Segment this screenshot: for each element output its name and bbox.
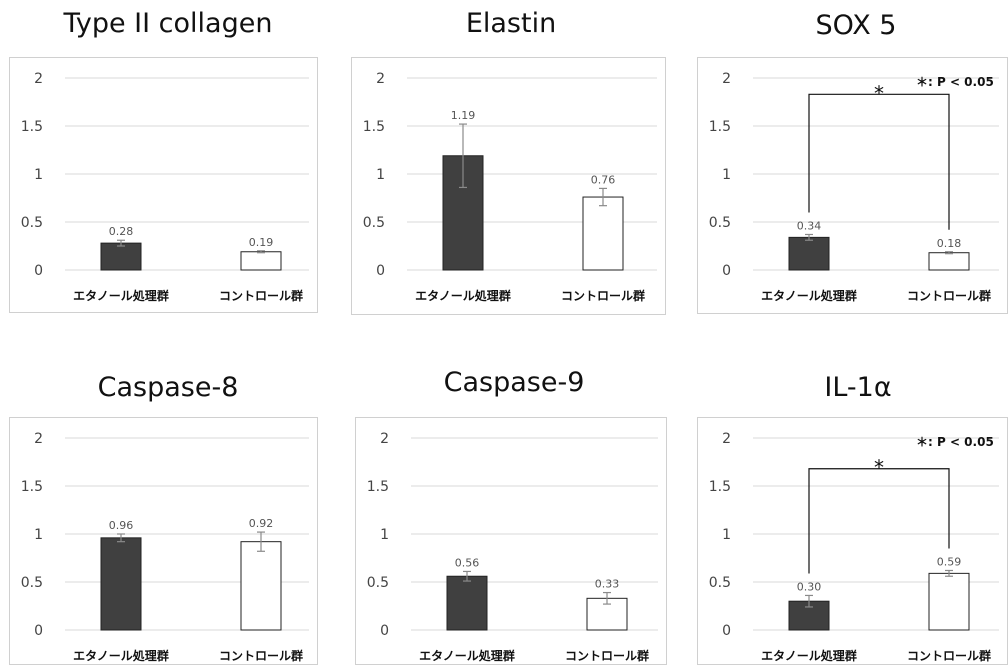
y-tick-label: 0.5: [363, 215, 385, 231]
y-tick-label: 2: [722, 431, 731, 447]
data-label: 0.19: [249, 236, 274, 249]
bar: [240, 541, 282, 631]
data-label: 0.34: [797, 219, 822, 232]
data-label: 0.56: [455, 556, 480, 569]
y-tick-label: 1: [376, 167, 385, 183]
chart-svg: 0 0.5 1 1.5 2 0.96 エタノール処理群 0.92 コントロール群: [21, 431, 309, 663]
y-tick-label: 1.5: [363, 119, 385, 135]
significance-legend: ＊: P < 0.05: [916, 435, 994, 449]
category-label: コントロール群: [219, 288, 303, 303]
bar: [582, 196, 624, 271]
category-label: コントロール群: [907, 288, 991, 303]
category-label: エタノール処理群: [73, 288, 169, 303]
chart-panel-caspase-9: 0 0.5 1 1.5 2 0.56 エタノール処理群 0.33 コントロール群: [355, 417, 667, 665]
category-label: コントロール群: [907, 648, 991, 663]
chart-svg: 0 0.5 1 1.5 2 0.28 エタノール処理群 0.19 コントロール群: [21, 71, 309, 303]
y-tick-label: 1: [34, 167, 43, 183]
category-label: コントロール群: [561, 288, 645, 303]
chart-svg: 0 0.5 1 1.5 2 0.56 エタノール処理群 0.33 コントロール群: [367, 431, 658, 663]
data-label: 0.92: [249, 517, 274, 530]
y-tick-label: 2: [34, 71, 43, 87]
chart-svg: 0 0.5 1 1.5 2 1.19 エタノール処理群 0.76 コントロール群: [363, 71, 657, 303]
bar: [928, 572, 970, 631]
category-label: エタノール処理群: [415, 288, 511, 303]
bar: [928, 252, 970, 271]
data-label: 0.59: [937, 555, 962, 568]
y-tick-label: 2: [376, 71, 385, 87]
chart-svg: 0 0.5 1 1.5 2 0.30 エタノール処理群 0.59 コントロール群 * ＊: P < …: [709, 431, 999, 663]
y-tick-label: 0: [376, 263, 385, 279]
category-label: エタノール処理群: [73, 648, 169, 663]
bar: [100, 242, 142, 271]
data-label: 0.28: [109, 225, 134, 238]
chart-title: IL-1α: [824, 372, 892, 403]
y-tick-label: 1.5: [21, 119, 43, 135]
y-tick-label: 1: [722, 527, 731, 543]
y-tick-label: 1: [722, 167, 731, 183]
chart-title: Type II collagen: [63, 8, 273, 39]
y-tick-label: 0.5: [21, 575, 43, 591]
category-label: エタノール処理群: [419, 648, 515, 663]
data-label: 0.76: [591, 173, 616, 186]
y-tick-label: 2: [380, 431, 389, 447]
y-tick-label: 0: [722, 623, 731, 639]
y-tick-label: 2: [722, 71, 731, 87]
chart-svg: 0 0.5 1 1.5 2 0.34 エタノール処理群 0.18 コントロール群 * ＊: P < …: [709, 71, 999, 303]
y-tick-label: 0: [380, 623, 389, 639]
significance-marker: *: [874, 81, 884, 105]
chart-panel-type-ii-collagen: 0 0.5 1 1.5 2 0.28 エタノール処理群 0.19 コントロール群: [9, 57, 318, 313]
y-tick-label: 1: [380, 527, 389, 543]
chart-title: Elastin: [465, 8, 557, 39]
y-tick-label: 2: [34, 431, 43, 447]
category-label: エタノール処理群: [761, 648, 857, 663]
chart-title: Caspase-9: [443, 367, 585, 398]
data-label: 0.30: [797, 580, 822, 593]
category-label: コントロール群: [565, 648, 649, 663]
y-tick-label: 1: [34, 527, 43, 543]
y-tick-label: 0: [722, 263, 731, 279]
bar: [788, 236, 830, 271]
data-label: 0.96: [109, 519, 134, 532]
y-tick-label: 1.5: [709, 479, 731, 495]
chart-panel-elastin: 0 0.5 1 1.5 2 1.19 エタノール処理群 0.76 コントロール群: [351, 57, 666, 315]
data-label: 0.18: [937, 237, 962, 250]
data-label: 0.33: [595, 578, 620, 591]
significance-marker: *: [874, 456, 884, 480]
y-tick-label: 1.5: [21, 479, 43, 495]
y-tick-label: 0.5: [709, 575, 731, 591]
bar: [100, 537, 142, 631]
y-tick-label: 0.5: [709, 215, 731, 231]
chart-title: SOX 5: [815, 10, 897, 41]
chart-panel-sox5: 0 0.5 1 1.5 2 0.34 エタノール処理群 0.18 コントロール群 * ＊: P < …: [697, 57, 1008, 314]
bar: [446, 575, 488, 631]
chart-title: Caspase-8: [97, 372, 239, 403]
category-label: コントロール群: [219, 648, 303, 663]
significance-legend: ＊: P < 0.05: [916, 75, 994, 89]
y-tick-label: 0.5: [367, 575, 389, 591]
y-tick-label: 1.5: [367, 479, 389, 495]
bar: [240, 251, 282, 271]
significance-bracket: [808, 468, 950, 574]
bar: [442, 155, 484, 271]
y-tick-label: 0: [34, 263, 43, 279]
category-label: エタノール処理群: [761, 288, 857, 303]
y-tick-label: 0.5: [21, 215, 43, 231]
chart-panel-caspase-8: 0 0.5 1 1.5 2 0.96 エタノール処理群 0.92 コントロール群: [9, 417, 318, 665]
significance-bracket: [808, 93, 950, 230]
chart-panel-il-1a: 0 0.5 1 1.5 2 0.30 エタノール処理群 0.59 コントロール群 * ＊: P < …: [697, 417, 1008, 665]
y-tick-label: 0: [34, 623, 43, 639]
y-tick-label: 1.5: [709, 119, 731, 135]
data-label: 1.19: [451, 109, 476, 122]
